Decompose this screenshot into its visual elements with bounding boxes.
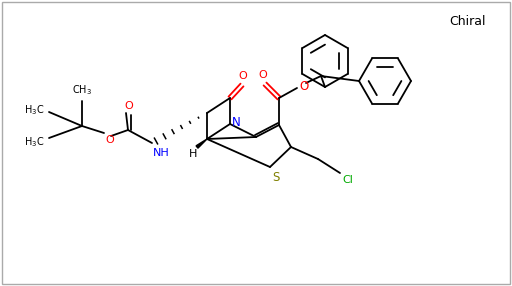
Text: O: O [299,80,308,94]
Text: Cl: Cl [342,175,353,185]
Text: Chiral: Chiral [450,15,486,28]
Text: NH: NH [153,148,170,158]
Text: S: S [272,171,280,184]
Polygon shape [196,139,207,148]
Text: O: O [239,71,247,81]
Text: N: N [232,116,241,130]
Text: CH$_3$: CH$_3$ [72,83,92,97]
Text: O: O [259,70,267,80]
Text: O: O [105,135,114,145]
Text: H$_3$C: H$_3$C [24,135,44,149]
Text: O: O [124,101,133,111]
Text: H: H [189,149,197,159]
Text: H$_3$C: H$_3$C [24,103,44,117]
